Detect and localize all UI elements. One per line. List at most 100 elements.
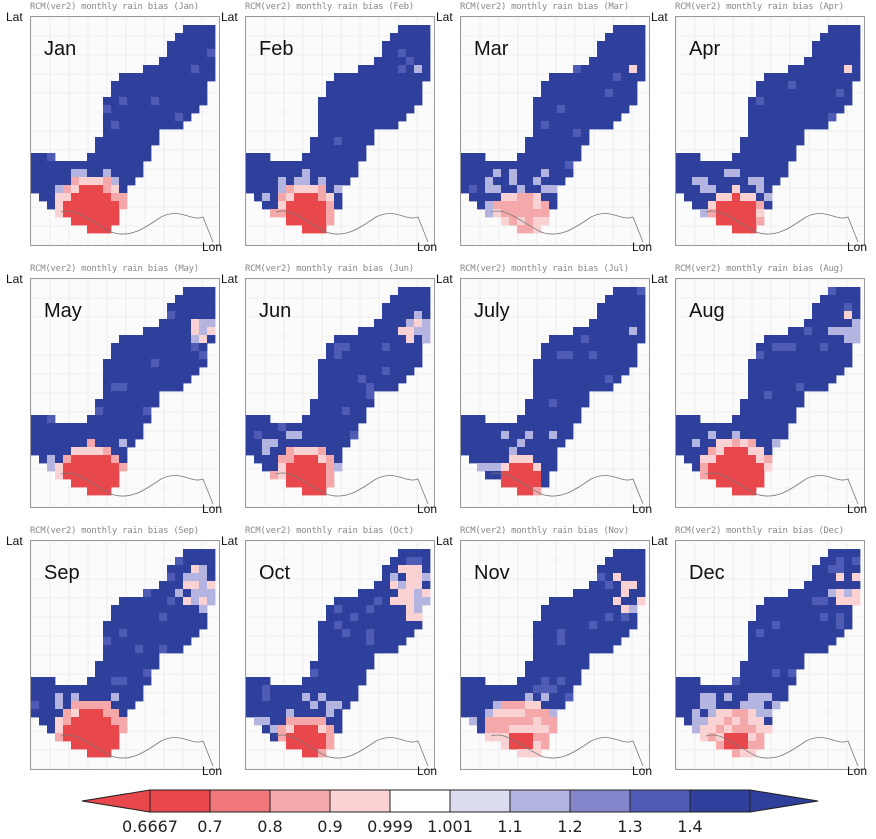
map-canvas <box>675 278 865 508</box>
map-canvas <box>30 278 220 508</box>
bias-cell <box>804 113 813 122</box>
bias-cell <box>382 57 391 66</box>
bias-cell <box>772 105 781 114</box>
bias-cell <box>676 677 685 686</box>
bias-cell <box>167 621 176 630</box>
bias-cell <box>517 693 526 702</box>
bias-cell <box>103 439 112 448</box>
bias-cell <box>573 653 582 662</box>
bias-cell <box>334 597 343 606</box>
lat-axis-label: Lat <box>221 272 238 286</box>
bias-cell <box>533 375 542 384</box>
bias-cell <box>350 669 359 678</box>
bias-cell <box>151 359 160 368</box>
bias-cell <box>143 153 152 162</box>
bias-cell <box>509 209 518 218</box>
bias-cell <box>406 613 415 622</box>
colorbar-tick-label: 0.999 <box>367 817 413 836</box>
bias-cell <box>565 653 574 662</box>
bias-cell <box>159 629 168 638</box>
bias-cell <box>756 471 765 480</box>
bias-cell <box>294 161 303 170</box>
month-label: Nov <box>474 562 510 584</box>
bias-cell <box>358 391 367 400</box>
bias-cell <box>119 407 128 416</box>
bias-cell <box>676 701 685 710</box>
bias-cell <box>135 645 144 654</box>
bias-cell <box>95 193 104 202</box>
bias-cell <box>374 597 383 606</box>
bias-cell <box>127 605 136 614</box>
bias-cell <box>414 25 423 34</box>
bias-cell <box>621 97 630 106</box>
bias-cell <box>278 725 287 734</box>
bias-cell <box>342 97 351 106</box>
bias-cell <box>700 423 709 432</box>
bias-cell <box>469 677 478 686</box>
bias-cell <box>350 653 359 662</box>
bias-cell <box>103 669 112 678</box>
bias-cell <box>836 81 845 90</box>
bias-cell <box>541 733 550 742</box>
bias-cell <box>87 455 96 464</box>
bias-cell <box>700 439 709 448</box>
bias-cell <box>334 669 343 678</box>
bias-cell <box>812 637 821 646</box>
bias-cell <box>828 81 837 90</box>
bias-cell <box>613 589 622 598</box>
bias-cell <box>286 209 295 218</box>
bias-cell <box>302 733 311 742</box>
bias-cell <box>119 97 128 106</box>
bias-cell <box>525 225 534 234</box>
bias-cell <box>549 177 558 186</box>
bias-cell <box>422 581 431 590</box>
bias-cell <box>119 351 128 360</box>
bias-cell <box>342 439 351 448</box>
bias-cell <box>549 613 558 622</box>
bias-cell <box>191 97 200 106</box>
bias-cell <box>740 177 749 186</box>
bias-cell <box>485 209 494 218</box>
bias-cell <box>501 193 510 202</box>
bias-cell <box>318 383 327 392</box>
bias-cell <box>310 701 319 710</box>
bias-cell <box>716 201 725 210</box>
bias-cell <box>533 185 542 194</box>
bias-cell <box>581 653 590 662</box>
bias-cell <box>318 447 327 456</box>
bias-cell <box>39 447 48 456</box>
bias-cell <box>533 217 542 226</box>
bias-cell <box>286 423 295 432</box>
bias-cell <box>398 375 407 384</box>
bias-cell <box>780 73 789 82</box>
bias-cell <box>541 431 550 440</box>
bias-cell <box>732 685 741 694</box>
bias-cell <box>31 161 40 170</box>
lat-axis-label: Lat <box>436 10 453 24</box>
bias-map <box>676 17 864 245</box>
bias-cell <box>581 637 590 646</box>
bias-cell <box>414 605 423 614</box>
bias-cell <box>613 49 622 58</box>
bias-cell <box>246 415 255 424</box>
bias-cell <box>334 81 343 90</box>
bias-cell <box>334 431 343 440</box>
bias-cell <box>414 565 423 574</box>
bias-cell <box>764 375 773 384</box>
bias-cell <box>756 193 765 202</box>
bias-cell <box>780 621 789 630</box>
bias-cell <box>525 153 534 162</box>
bias-cell <box>756 177 765 186</box>
bias-cell <box>326 741 335 750</box>
bias-cell <box>756 725 765 734</box>
bias-cell <box>326 129 335 138</box>
bias-cell <box>111 415 120 424</box>
bias-cell <box>382 81 391 90</box>
bias-cell <box>358 661 367 670</box>
bias-cell <box>700 447 709 456</box>
bias-cell <box>613 629 622 638</box>
bias-cell <box>732 169 741 178</box>
bias-cell <box>605 311 614 320</box>
bias-cell <box>684 717 693 726</box>
bias-cell <box>796 391 805 400</box>
